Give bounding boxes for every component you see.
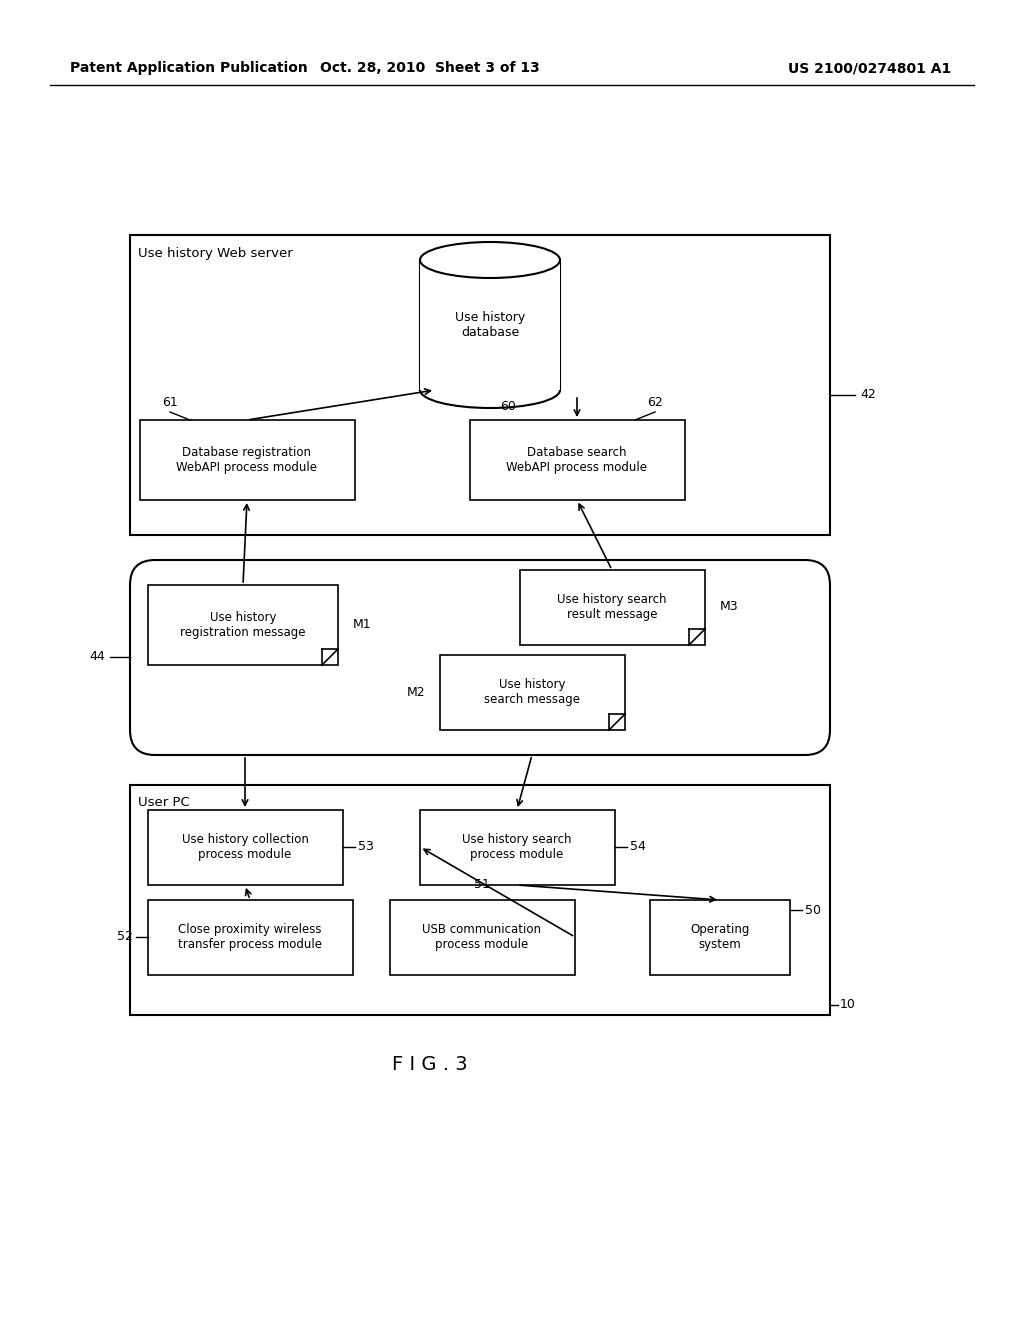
Text: Use history collection
process module: Use history collection process module bbox=[181, 833, 308, 861]
Text: Use history
search message: Use history search message bbox=[484, 678, 580, 706]
Text: Close proximity wireless
transfer process module: Close proximity wireless transfer proces… bbox=[178, 923, 322, 950]
Text: Use history
database: Use history database bbox=[455, 312, 525, 339]
FancyBboxPatch shape bbox=[130, 560, 830, 755]
Text: 10: 10 bbox=[840, 998, 856, 1011]
Text: 51: 51 bbox=[474, 879, 489, 891]
Text: Oct. 28, 2010  Sheet 3 of 13: Oct. 28, 2010 Sheet 3 of 13 bbox=[321, 61, 540, 75]
Bar bbox=[390, 900, 575, 975]
Text: Patent Application Publication: Patent Application Publication bbox=[70, 61, 308, 75]
Text: US 2100/0274801 A1: US 2100/0274801 A1 bbox=[788, 61, 951, 75]
Text: Database search
WebAPI process module: Database search WebAPI process module bbox=[507, 446, 647, 474]
Text: 44: 44 bbox=[89, 651, 105, 664]
Text: Use history search
result message: Use history search result message bbox=[557, 593, 667, 620]
Text: F I G . 3: F I G . 3 bbox=[392, 1056, 468, 1074]
Bar bbox=[140, 420, 355, 500]
Bar bbox=[520, 570, 705, 645]
Text: M1: M1 bbox=[353, 619, 372, 631]
Text: Use history
registration message: Use history registration message bbox=[180, 611, 306, 639]
Text: 62: 62 bbox=[647, 396, 663, 408]
Text: Use history Web server: Use history Web server bbox=[138, 247, 293, 260]
Bar bbox=[148, 810, 343, 884]
Bar bbox=[470, 420, 685, 500]
Bar bbox=[420, 260, 560, 389]
Ellipse shape bbox=[420, 242, 560, 279]
Text: 60: 60 bbox=[500, 400, 516, 413]
Text: 50: 50 bbox=[805, 903, 821, 916]
Text: USB communication
process module: USB communication process module bbox=[423, 923, 542, 950]
Text: Operating
system: Operating system bbox=[690, 923, 750, 950]
Bar bbox=[148, 585, 338, 665]
Text: 42: 42 bbox=[860, 388, 876, 401]
Bar bbox=[148, 900, 353, 975]
Bar bbox=[130, 785, 830, 1015]
Bar bbox=[130, 235, 830, 535]
Text: Use history search
process module: Use history search process module bbox=[462, 833, 571, 861]
Text: 61: 61 bbox=[162, 396, 178, 408]
Text: Database registration
WebAPI process module: Database registration WebAPI process mod… bbox=[176, 446, 317, 474]
Text: User PC: User PC bbox=[138, 796, 189, 809]
Text: M3: M3 bbox=[720, 601, 738, 614]
Text: 54: 54 bbox=[630, 841, 646, 854]
Bar bbox=[440, 655, 625, 730]
Text: 52: 52 bbox=[117, 931, 133, 944]
Bar bbox=[650, 900, 790, 975]
Text: M2: M2 bbox=[407, 685, 425, 698]
Bar bbox=[420, 810, 615, 884]
Text: 53: 53 bbox=[358, 841, 374, 854]
